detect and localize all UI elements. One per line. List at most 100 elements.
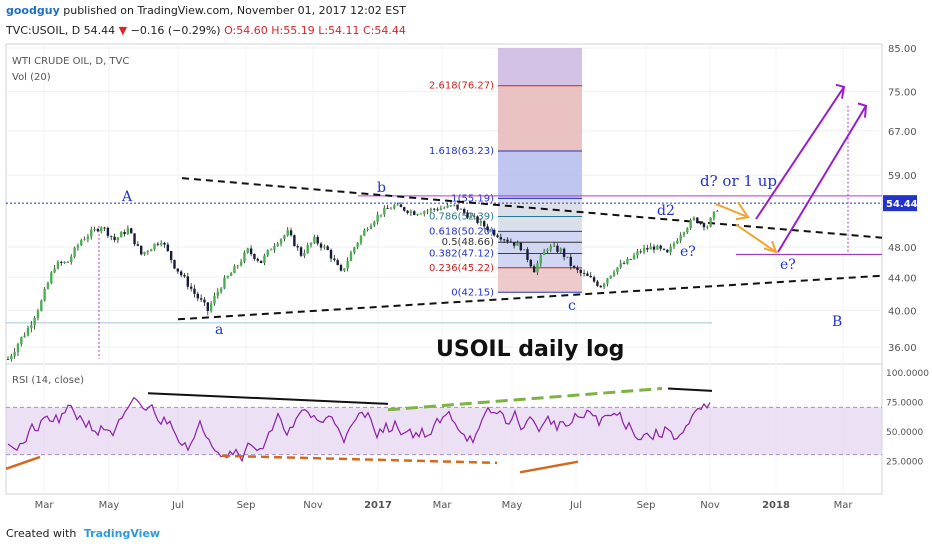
orange-arrow	[715, 203, 749, 219]
last-price-label: 54.44	[886, 199, 918, 210]
author-link[interactable]: goodguy	[6, 4, 60, 17]
wave-label: e?	[780, 257, 796, 273]
candle	[339, 265, 343, 271]
candle	[619, 263, 622, 268]
y-tick-label: 59.00	[888, 171, 917, 182]
candle	[199, 298, 203, 300]
rsi-tick-label: 100.0000	[886, 369, 929, 379]
y-tick-label: 48.00	[888, 243, 917, 254]
candle	[183, 275, 186, 277]
candle	[333, 258, 336, 261]
candle	[106, 227, 110, 236]
candle	[546, 249, 549, 252]
candle	[506, 239, 509, 242]
x-tick-label: May	[502, 500, 523, 511]
y-tick-label: 44.00	[888, 273, 917, 284]
candle	[419, 213, 423, 215]
candle	[456, 204, 459, 210]
tradingview-logo[interactable]: TradingView	[83, 527, 161, 540]
candle	[6, 358, 10, 360]
candle	[632, 255, 636, 260]
candle	[269, 249, 273, 251]
candle	[709, 217, 712, 227]
candle	[163, 242, 166, 245]
candle	[682, 232, 686, 236]
candle	[133, 233, 136, 245]
candle	[179, 271, 183, 276]
candle	[219, 288, 223, 292]
candle	[66, 261, 70, 263]
candle	[196, 293, 200, 299]
orange-arrow-head	[735, 201, 750, 221]
candle	[136, 244, 140, 246]
candle	[40, 300, 43, 311]
upper-trendline	[181, 177, 883, 239]
symbol-header: TVC:USOIL, D 54.44 ▼ −0.16 (−0.29%) O:54…	[6, 24, 406, 37]
candle	[349, 252, 353, 261]
candle	[73, 247, 76, 257]
candle	[626, 259, 629, 264]
candle	[246, 248, 249, 253]
candle	[536, 263, 539, 273]
rsi-legend: RSI (14, close)	[12, 375, 84, 386]
candle	[486, 226, 489, 231]
candle	[453, 204, 456, 206]
purple-arrow-head	[857, 102, 868, 118]
x-tick-label: Jul	[569, 500, 582, 511]
fib-label: 0.618(50.20)	[429, 226, 494, 237]
candle	[539, 255, 542, 264]
candle	[93, 228, 96, 230]
candle	[443, 207, 446, 209]
wave-label: c	[568, 298, 576, 314]
fib-zone	[498, 151, 582, 199]
candle	[149, 249, 153, 252]
candle	[406, 210, 409, 213]
y-tick-label: 67.00	[888, 127, 917, 138]
candle	[146, 251, 150, 253]
candle	[652, 246, 656, 250]
candle	[253, 253, 256, 259]
candle	[256, 258, 259, 261]
wave-label: B	[832, 314, 842, 330]
candle	[393, 205, 396, 209]
candle	[50, 272, 53, 283]
candle	[639, 251, 642, 253]
candle	[712, 211, 716, 218]
candle	[692, 217, 696, 221]
candle	[459, 208, 463, 210]
candle	[616, 267, 619, 273]
candle	[516, 242, 519, 246]
candle	[166, 244, 170, 252]
wave-label: A	[121, 189, 133, 205]
publish-header: goodguy published on TradingView.com, No…	[6, 4, 406, 17]
candle	[413, 211, 416, 215]
candle	[233, 266, 236, 274]
y-tick-label: 75.00	[888, 88, 917, 99]
wave-label: e?	[680, 244, 696, 260]
candle	[409, 211, 413, 213]
candle	[26, 327, 30, 336]
candle	[529, 259, 533, 267]
candle	[669, 246, 672, 253]
candle	[203, 299, 206, 303]
candle	[193, 288, 196, 294]
x-tick-label: Jul	[171, 500, 184, 511]
candle	[373, 221, 376, 226]
candle	[436, 209, 439, 211]
candle	[279, 239, 283, 244]
candle	[209, 303, 213, 311]
fib-label: 0.786(52.39)	[429, 212, 494, 223]
purple-arrow	[777, 105, 867, 253]
down-arrow-icon: ▼	[118, 24, 128, 37]
candle	[293, 235, 296, 247]
symbol-info: TVC:USOIL, D 54.44	[6, 24, 116, 37]
candle	[689, 220, 692, 229]
candle	[156, 243, 160, 245]
fib-label: 0.5(48.66)	[442, 237, 494, 248]
last-price-tag	[883, 195, 917, 212]
candle	[336, 260, 339, 266]
candle	[403, 207, 406, 211]
candle	[526, 249, 529, 260]
candle	[90, 229, 93, 237]
